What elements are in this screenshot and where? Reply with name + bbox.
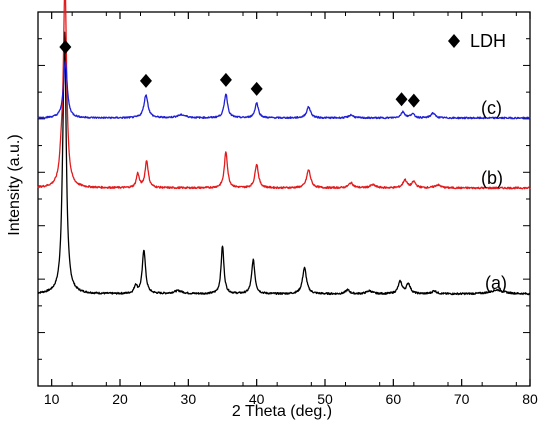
ldh-diamond-icon [250,81,263,96]
series-line-1 [37,31,531,296]
x-tick-label: 30 [181,391,197,407]
y-axis-label: Intensity (a.u.) [6,134,23,235]
ldh-diamond-icon [219,72,232,87]
curve-label-layer: (a) (b) (c) [481,98,507,293]
x-tick-label: 40 [249,391,265,407]
curve-label-2: (b) [481,168,503,188]
curve-label-3: (c) [481,98,502,118]
ldh-diamond-icon [407,93,420,108]
legend-diamond-icon [448,34,460,48]
curve-label-1: (a) [485,273,507,293]
plot-axes: 10 20 30 40 50 60 70 80 [37,11,538,407]
legend: LDH [448,31,506,51]
ldh-diamond-icon [395,92,408,107]
ldh-marker-layer [59,39,420,108]
ldh-diamond-icon [59,39,72,54]
x-tick-label: 60 [386,391,402,407]
x-axis-label: 2 Theta (deg.) [232,403,332,420]
x-tick-label: 80 [522,391,538,407]
series-layer [37,0,531,296]
plot-frame [37,11,531,387]
series-line-2 [37,0,531,190]
x-tick-label: 70 [454,391,470,407]
ldh-diamond-icon [139,73,152,88]
series-line-3 [37,60,531,120]
legend-label: LDH [470,31,506,51]
x-tick-label: 10 [44,391,60,407]
x-tick-label: 50 [317,391,333,407]
x-tick-label: 20 [112,391,128,407]
